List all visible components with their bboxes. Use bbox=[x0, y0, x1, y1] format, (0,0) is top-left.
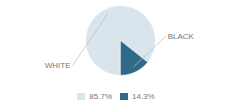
svg-text:WHITE: WHITE bbox=[45, 61, 71, 70]
html-text:85.7%: 85.7% bbox=[89, 92, 112, 100]
svg-text:BLACK: BLACK bbox=[168, 32, 195, 41]
html-text:14.3%: 14.3% bbox=[132, 92, 155, 100]
